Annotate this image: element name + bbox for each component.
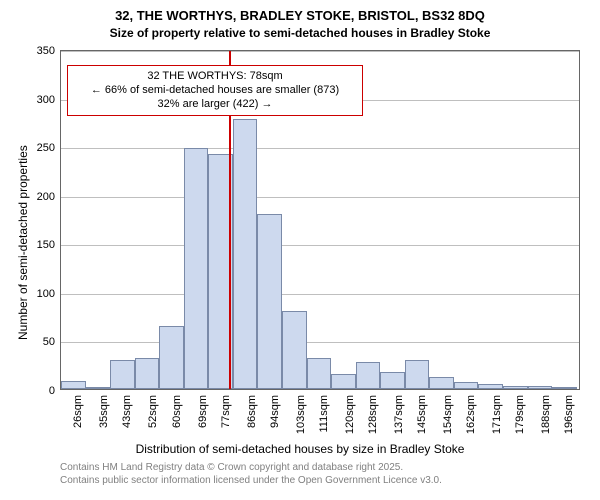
annotation-line: ← 66% of semi-detached houses are smalle… — [76, 84, 354, 98]
x-tick-label: 179sqm — [514, 393, 526, 434]
grid-line — [61, 342, 579, 343]
plot-area: 05010015020025030035026sqm35sqm43sqm52sq… — [60, 50, 580, 390]
chart-title: 32, THE WORTHYS, BRADLEY STOKE, BRISTOL,… — [0, 8, 600, 23]
x-tick-label: 162sqm — [465, 393, 477, 434]
x-tick-label: 120sqm — [344, 393, 356, 434]
x-tick-label: 69sqm — [197, 393, 209, 428]
histogram-bar — [110, 360, 135, 389]
footer-line-1: Contains HM Land Registry data © Crown c… — [60, 462, 442, 475]
histogram-bar — [331, 374, 356, 389]
x-tick-label: 35sqm — [98, 393, 110, 428]
histogram-bar — [135, 358, 160, 389]
x-tick-label: 154sqm — [442, 393, 454, 434]
grid-line — [61, 197, 579, 198]
footer-line-2: Contains public sector information licen… — [60, 475, 442, 488]
y-tick-label: 100 — [37, 288, 61, 300]
annotation-box: 32 THE WORTHYS: 78sqm← 66% of semi-detac… — [67, 65, 363, 116]
x-tick-label: 43sqm — [121, 393, 133, 428]
histogram-bar — [552, 387, 577, 389]
y-axis-label: Number of semi-detached properties — [16, 145, 30, 340]
x-tick-label: 26sqm — [72, 393, 84, 428]
x-tick-label: 196sqm — [563, 393, 575, 434]
y-tick-label: 50 — [43, 336, 61, 348]
grid-line — [61, 294, 579, 295]
x-tick-label: 52sqm — [147, 393, 159, 428]
histogram-bar — [528, 386, 553, 389]
x-tick-label: 171sqm — [491, 393, 503, 434]
histogram-bar — [429, 377, 454, 389]
histogram-bar — [159, 326, 184, 389]
x-tick-label: 86sqm — [246, 393, 258, 428]
grid-line — [61, 245, 579, 246]
histogram-bar — [86, 387, 111, 389]
grid-line — [61, 148, 579, 149]
x-tick-label: 60sqm — [171, 393, 183, 428]
property-size-histogram: 32, THE WORTHYS, BRADLEY STOKE, BRISTOL,… — [0, 0, 600, 500]
y-tick-label: 350 — [37, 45, 61, 57]
x-tick-label: 77sqm — [220, 393, 232, 428]
grid-line — [61, 51, 579, 52]
y-tick-label: 200 — [37, 191, 61, 203]
histogram-bar — [405, 360, 430, 389]
histogram-bar — [282, 311, 307, 389]
y-tick-label: 300 — [37, 94, 61, 106]
histogram-bar — [380, 372, 405, 389]
x-tick-label: 111sqm — [318, 393, 330, 433]
annotation-line: 32% are larger (422) → — [76, 98, 354, 112]
histogram-bar — [233, 119, 258, 389]
x-tick-label: 145sqm — [416, 393, 428, 434]
attribution-footer: Contains HM Land Registry data © Crown c… — [60, 462, 442, 487]
histogram-bar — [61, 381, 86, 389]
histogram-bar — [184, 148, 209, 389]
annotation-line: 32 THE WORTHYS: 78sqm — [76, 70, 354, 84]
x-tick-label: 128sqm — [367, 393, 379, 434]
y-tick-label: 150 — [37, 239, 61, 251]
histogram-bar — [454, 382, 479, 389]
x-tick-label: 137sqm — [393, 393, 405, 434]
chart-subtitle: Size of property relative to semi-detach… — [0, 26, 600, 40]
x-tick-label: 103sqm — [295, 393, 307, 434]
x-tick-label: 94sqm — [269, 393, 281, 428]
y-tick-label: 0 — [49, 385, 61, 397]
histogram-bar — [307, 358, 332, 389]
histogram-bar — [478, 384, 503, 389]
histogram-bar — [257, 214, 282, 389]
x-axis-label: Distribution of semi-detached houses by … — [0, 442, 600, 456]
histogram-bar — [503, 386, 528, 389]
y-tick-label: 250 — [37, 142, 61, 154]
histogram-bar — [356, 362, 381, 389]
x-tick-label: 188sqm — [540, 393, 552, 434]
